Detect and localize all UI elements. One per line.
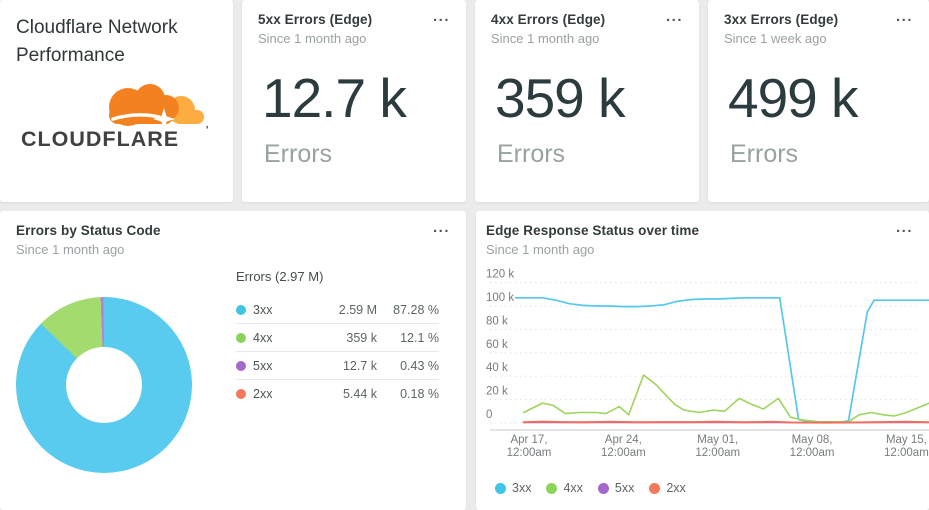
series-label: 2xx xyxy=(253,387,273,401)
series-line-2xx xyxy=(522,420,929,424)
widget-title: Edge Response Status over time xyxy=(486,223,700,238)
widget-subtitle: Since 1 month ago xyxy=(258,31,367,46)
x-axis-label: 12:00am xyxy=(601,447,646,459)
series-color-dot xyxy=(495,482,506,494)
cloudflare-trademark: ' xyxy=(206,125,208,136)
y-axis-label: 120 k xyxy=(486,269,514,281)
series-color-dot xyxy=(597,482,609,494)
metric-unit: Errors xyxy=(730,140,799,168)
x-axis-label: 12:00am xyxy=(884,447,929,459)
metric-value: 12.7 k xyxy=(262,67,407,129)
errors-by-status-code-card: Errors by Status Code Since 1 month ago … xyxy=(0,211,466,510)
widget-title: 3xx Errors (Edge) xyxy=(724,12,839,27)
billboard-3xx-errors: 3xx Errors (Edge) Since 1 week ago ... 4… xyxy=(708,0,929,202)
series-color-dot xyxy=(546,482,558,494)
series-percent: 0.18 % xyxy=(400,387,439,401)
y-axis-label: 100 k xyxy=(486,292,514,304)
widget-title: 4xx Errors (Edge) xyxy=(491,12,606,27)
series-line-4xx xyxy=(522,374,929,423)
donut-chart[interactable] xyxy=(16,297,192,473)
series-value: 2.59 M xyxy=(338,302,377,317)
series-value: 5.44 k xyxy=(342,387,377,401)
legend-row-3xx[interactable]: 3xx 2.59 M 87.28 % xyxy=(236,296,439,324)
donut-hole xyxy=(66,347,142,423)
legend-row-2xx[interactable]: 2xx 5.44 k 0.18 % xyxy=(236,380,439,408)
cloudflare-logo-image: CLOUDFLARE ' xyxy=(21,84,208,151)
x-axis-label: May 08, xyxy=(792,434,833,446)
overflow-menu-icon[interactable]: ... xyxy=(432,8,450,25)
series-percent: 0.43 % xyxy=(400,358,439,373)
metric-value: 359 k xyxy=(495,67,626,129)
x-axis-label: 12:00am xyxy=(790,447,835,459)
chart-legend-item-4xx[interactable]: 4xx xyxy=(546,481,583,495)
series-label: 5xx xyxy=(614,481,635,495)
series-color-dot xyxy=(236,360,246,371)
metric-value: 499 k xyxy=(728,67,859,129)
y-axis-label: 40 k xyxy=(486,362,508,374)
y-axis-label: 60 k xyxy=(486,339,508,351)
series-color-dot xyxy=(236,332,246,343)
series-percent: 87.28 % xyxy=(393,302,439,317)
dashboard-title-card: Cloudflare Network Performance CLOUDFLAR… xyxy=(0,0,233,202)
series-label: 4xx xyxy=(563,481,583,495)
x-axis-label: Apr 17, xyxy=(510,434,547,446)
billboard-5xx-errors: 5xx Errors (Edge) Since 1 month ago ... … xyxy=(242,0,466,202)
chart-legend-item-2xx[interactable]: 2xx xyxy=(649,481,686,495)
x-axis-label: 12:00am xyxy=(507,447,552,459)
chart-legend: 3xx 4xx 5xx 2xx xyxy=(495,481,686,495)
edge-response-status-card: Edge Response Status over time Since 1 m… xyxy=(476,211,929,510)
x-axis-label: May 15, xyxy=(886,434,927,446)
series-color-dot xyxy=(236,304,246,315)
cloudflare-logo: CLOUDFLARE ' xyxy=(16,78,215,155)
series-label: 2xx xyxy=(666,481,686,495)
overflow-menu-icon[interactable]: ... xyxy=(665,8,683,25)
x-axis-label: May 01, xyxy=(697,434,738,446)
overflow-menu-icon[interactable]: ... xyxy=(432,219,450,236)
series-value: 12.7 k xyxy=(342,358,377,373)
series-color-dot xyxy=(649,482,661,494)
overflow-menu-icon[interactable]: ... xyxy=(895,219,913,236)
series-value: 359 k xyxy=(346,330,377,345)
widget-subtitle: Since 1 month ago xyxy=(16,242,125,257)
x-axis-label: Apr 24, xyxy=(605,434,642,446)
series-line-3xx xyxy=(514,296,929,424)
widget-title: Errors by Status Code xyxy=(16,223,161,238)
billboard-4xx-errors: 4xx Errors (Edge) Since 1 month ago ... … xyxy=(475,0,699,202)
chart-legend-item-5xx[interactable]: 5xx xyxy=(597,481,635,495)
widget-subtitle: Since 1 month ago xyxy=(491,31,600,46)
series-label: 5xx xyxy=(253,358,273,373)
legend-row-5xx[interactable]: 5xx 12.7 k 0.43 % xyxy=(236,352,439,380)
widget-title: 5xx Errors (Edge) xyxy=(258,12,373,27)
series-label: 4xx xyxy=(253,330,273,345)
series-percent: 12.1 % xyxy=(400,330,439,345)
dashboard-title: Cloudflare Network Performance xyxy=(16,17,178,66)
pie-legend-table: Errors (2.97 M) 3xx 2.59 M 87.28 % 4xx 359 k… xyxy=(236,269,439,408)
widget-subtitle: Since 1 week ago xyxy=(724,31,827,46)
y-axis-label: 20 k xyxy=(486,386,508,398)
cloudflare-cloud-icon xyxy=(109,84,204,130)
widget-subtitle: Since 1 month ago xyxy=(486,242,595,257)
series-color-dot xyxy=(236,389,246,399)
series-label: 3xx xyxy=(512,481,532,495)
cloudflare-wordmark: CLOUDFLARE xyxy=(21,127,179,151)
x-axis-label: 12:00am xyxy=(695,447,740,459)
y-axis-label: 80 k xyxy=(486,315,508,327)
chart-legend-item-3xx[interactable]: 3xx xyxy=(495,481,531,495)
pie-legend-rows: 3xx 2.59 M 87.28 % 4xx 359 k 12.1 % 5xx 12.7 k 0… xyxy=(236,296,439,408)
overflow-menu-icon[interactable]: ... xyxy=(895,8,913,25)
legend-row-4xx[interactable]: 4xx 359 k 12.1 % xyxy=(236,324,439,352)
series-label: 3xx xyxy=(253,302,273,317)
y-axis-label: 0 xyxy=(486,409,492,421)
metric-unit: Errors xyxy=(497,140,566,168)
pie-legend-header: Errors (2.97 M) xyxy=(236,269,324,284)
metric-unit: Errors xyxy=(264,140,333,168)
